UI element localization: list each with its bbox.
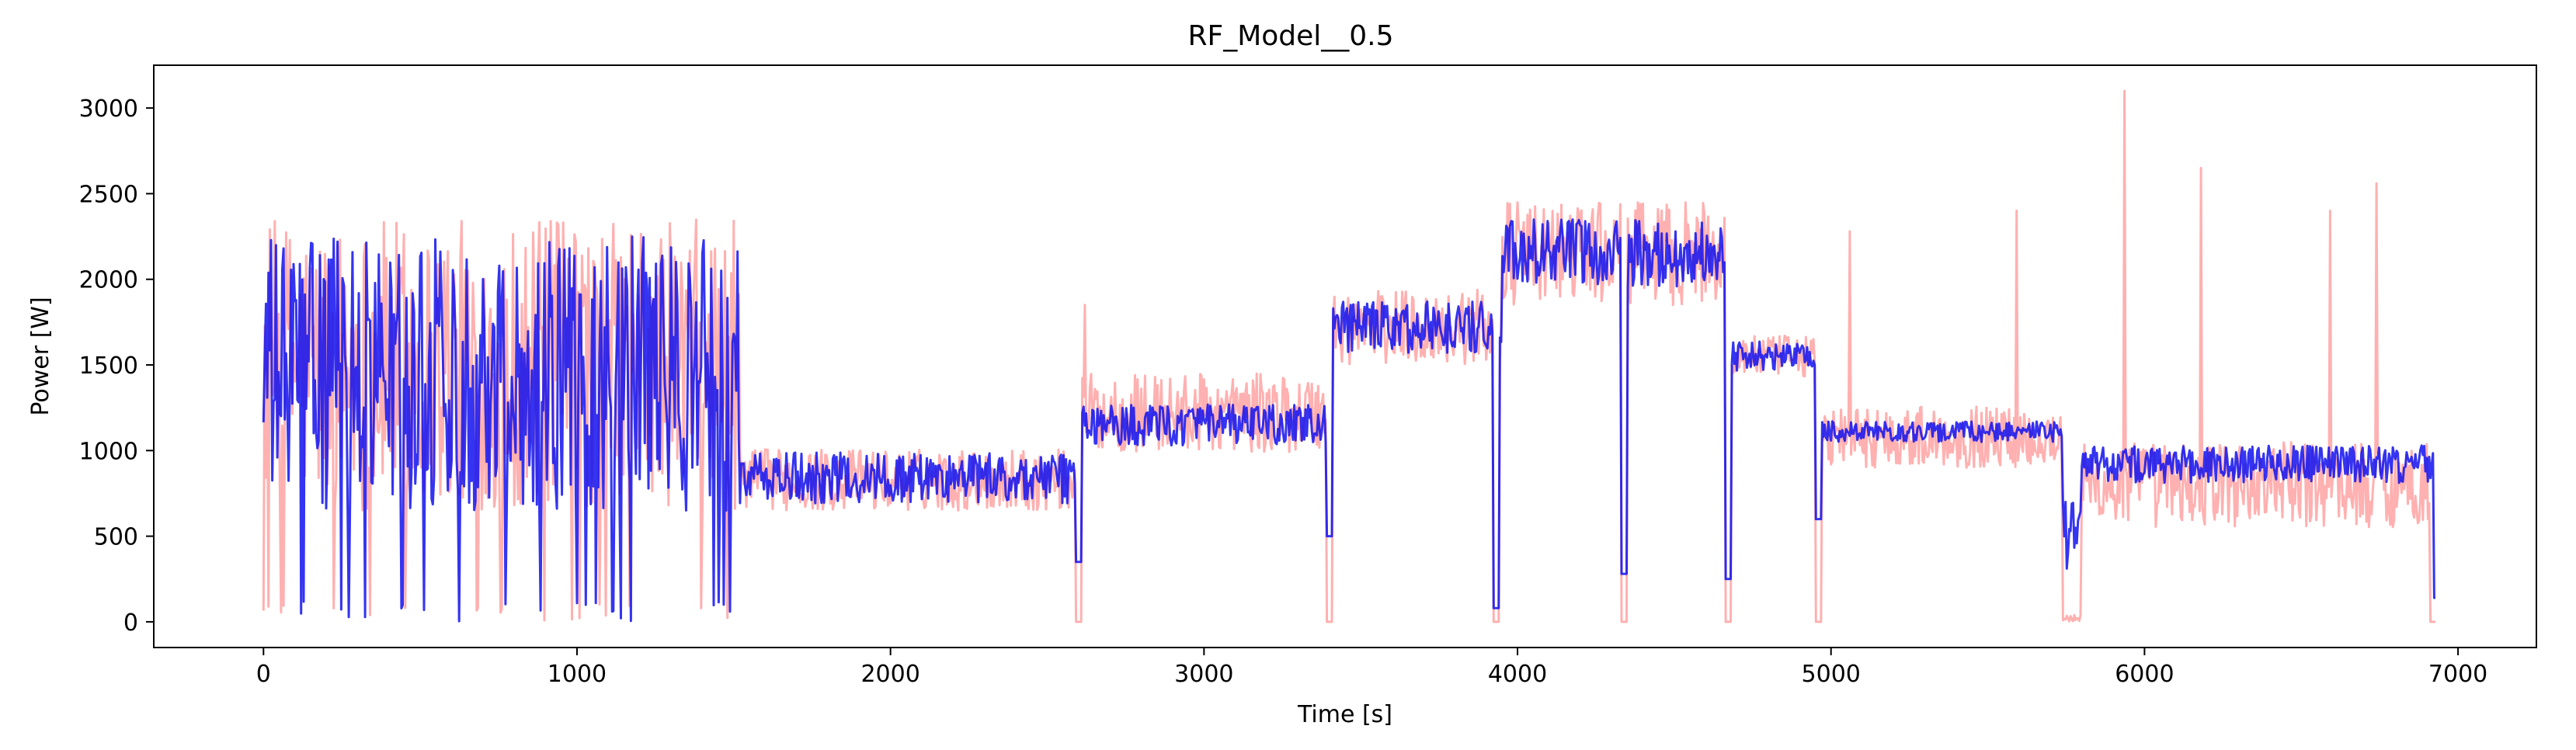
plot-frame	[153, 64, 2537, 648]
y-tick-label: 1000	[79, 438, 138, 465]
y-axis: 0 500 1000 1500 2000 2500 3000	[79, 95, 154, 637]
x-tick-label: 3000	[1174, 661, 1233, 688]
y-tick-label: 0	[123, 609, 138, 637]
x-axis-label: Time [s]	[1297, 701, 1392, 728]
x-tick-label: 0	[256, 661, 271, 688]
y-tick-label: 500	[94, 524, 138, 551]
series-line-predicted	[262, 218, 2435, 623]
series-layer	[262, 89, 2435, 623]
y-axis-label: Power [W]	[27, 297, 54, 415]
x-tick-label: 1000	[548, 661, 607, 688]
x-tick-label: 6000	[2115, 661, 2174, 688]
y-tick-label: 1500	[79, 352, 138, 380]
y-tick-label: 3000	[79, 95, 138, 123]
x-tick-label: 2000	[860, 661, 920, 688]
y-tick-label: 2500	[79, 181, 138, 208]
x-tick-label: 4000	[1488, 661, 1547, 688]
x-tick-label: 7000	[2428, 661, 2487, 688]
x-axis: 0 1000 2000 3000 4000 5000 6000 7000	[256, 648, 2487, 688]
y-tick-label: 2000	[79, 267, 138, 294]
x-tick-label: 5000	[1802, 661, 1861, 688]
chart-title: RF_Model__0.5	[1187, 20, 1393, 52]
